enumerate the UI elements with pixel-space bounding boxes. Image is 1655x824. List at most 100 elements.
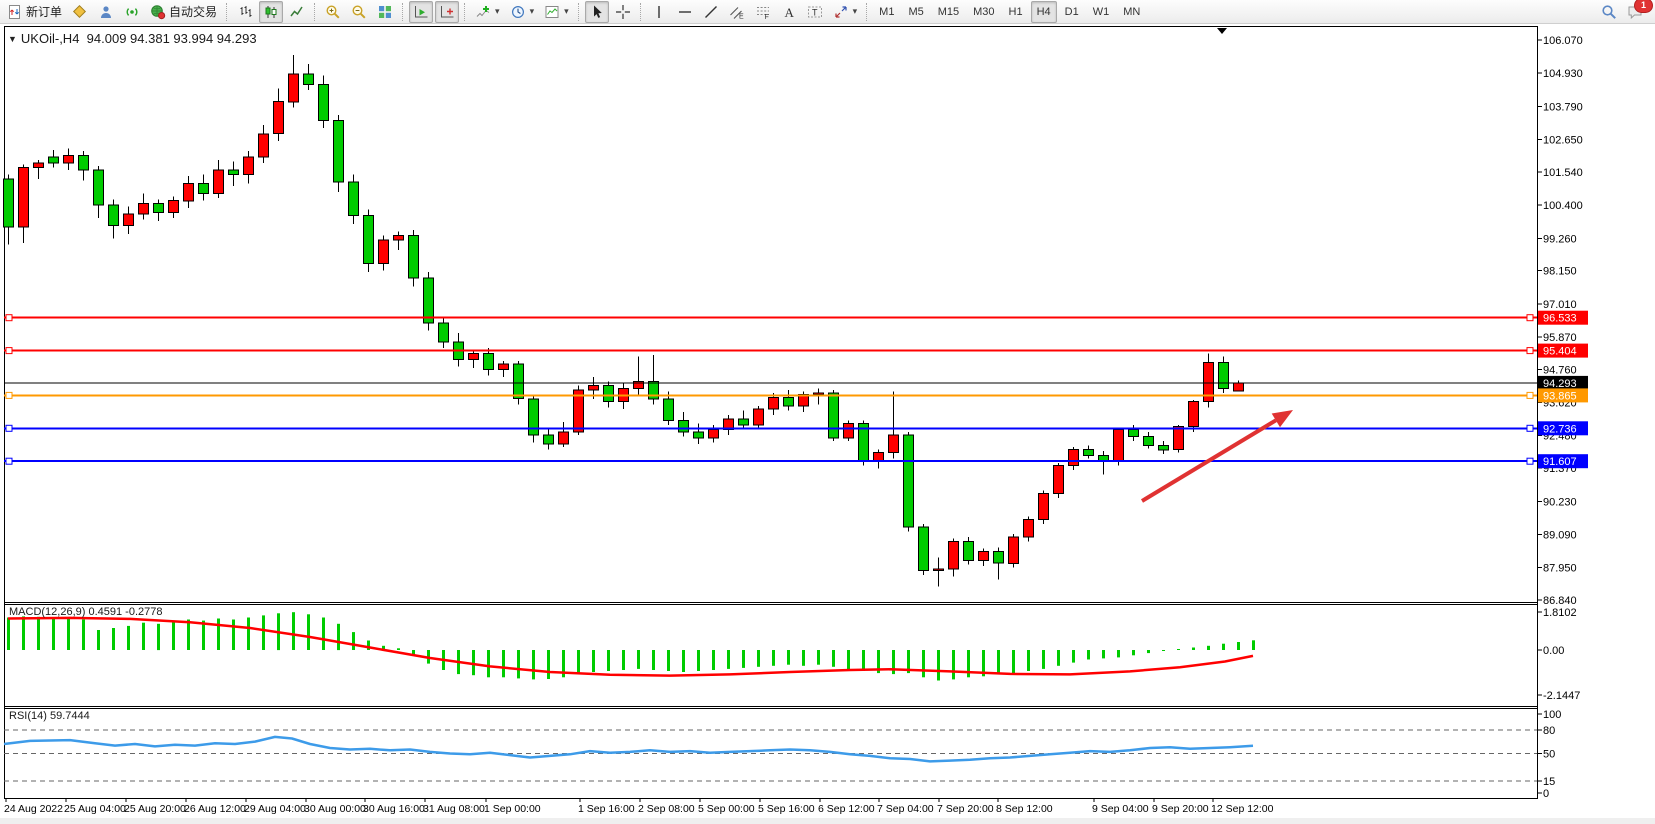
signals-icon	[124, 4, 140, 20]
one-click-trading-icon[interactable]: ▼	[8, 34, 17, 44]
svg-text:95.404: 95.404	[1543, 346, 1577, 358]
search-button[interactable]	[1597, 1, 1621, 23]
svg-text:99.260: 99.260	[1543, 233, 1577, 245]
tf-m1-label: M1	[879, 5, 895, 18]
tf-m5-button[interactable]: M5	[902, 1, 929, 23]
svg-text:87.950: 87.950	[1543, 563, 1577, 575]
tile-windows-button[interactable]	[373, 1, 397, 23]
tf-mn-button[interactable]: MN	[1117, 1, 1146, 23]
svg-text:1 Sep 16:00: 1 Sep 16:00	[578, 803, 635, 815]
svg-text:90.230: 90.230	[1543, 496, 1577, 508]
tf-h4-button[interactable]: H4	[1030, 0, 1057, 23]
toolbar-separator	[226, 2, 228, 21]
tf-m1-button[interactable]: M1	[873, 1, 900, 23]
macd-pane: 1.8102 0.00 -2.1447	[7, 607, 1580, 702]
fibonacci-icon: F	[755, 4, 771, 20]
tf-m5-label: M5	[908, 5, 924, 18]
svg-text:5 Sep 00:00: 5 Sep 00:00	[698, 803, 755, 815]
trendline-button[interactable]	[699, 1, 723, 23]
periods-button[interactable]	[506, 1, 539, 23]
svg-text:100.400: 100.400	[1543, 200, 1583, 212]
profiles-button[interactable]	[94, 1, 118, 23]
templates-icon	[544, 4, 560, 20]
bar-chart-button[interactable]	[233, 1, 257, 23]
candlestick-chart-button[interactable]	[259, 0, 284, 23]
cursor-icon	[589, 4, 605, 20]
candlestick-chart-icon	[263, 4, 279, 20]
new-order-button[interactable]: 新订单	[3, 1, 66, 23]
autotrading-button[interactable]: 自动交易	[146, 1, 221, 23]
text-icon: A	[781, 4, 797, 20]
svg-text:91.607: 91.607	[1543, 456, 1577, 468]
tf-m30-label: M30	[973, 5, 995, 18]
arrows-tool-icon	[833, 4, 849, 20]
tf-h1-button[interactable]: H1	[1003, 1, 1029, 23]
tf-m15-button[interactable]: M15	[932, 1, 965, 23]
svg-text:26 Aug 12:00: 26 Aug 12:00	[184, 803, 246, 815]
macd-indicator-label: MACD(12,26,9) 0.4591 -0.2778	[9, 606, 163, 618]
fibonacci-button[interactable]: F	[751, 1, 775, 23]
svg-text:89.090: 89.090	[1543, 529, 1577, 541]
templates-button[interactable]	[540, 1, 573, 23]
notifications-button[interactable]: 1	[1623, 0, 1653, 23]
svg-text:29 Aug 04:00: 29 Aug 04:00	[244, 803, 306, 815]
auto-scroll-button[interactable]	[409, 0, 434, 23]
tf-h1-label: H1	[1008, 5, 1023, 18]
text-label-button[interactable]: T	[803, 1, 827, 23]
svg-text:95.870: 95.870	[1543, 332, 1577, 344]
svg-text:30 Aug 00:00: 30 Aug 00:00	[304, 803, 366, 815]
svg-text:86.840: 86.840	[1543, 595, 1577, 607]
charts-button[interactable]	[68, 1, 92, 23]
cursor-button[interactable]	[584, 0, 609, 23]
svg-text:25 Aug 04:00: 25 Aug 04:00	[64, 803, 126, 815]
trend-arrow[interactable]	[1140, 410, 1293, 503]
zoom-in-button[interactable]	[321, 1, 345, 23]
svg-text:T: T	[812, 7, 818, 17]
chart-shift-marker[interactable]	[1217, 28, 1227, 34]
svg-text:5 Sep 16:00: 5 Sep 16:00	[758, 803, 815, 815]
horizontal-line-icon	[677, 4, 693, 20]
svg-text:98.150: 98.150	[1543, 266, 1577, 278]
crosshair-icon	[615, 4, 631, 20]
svg-text:93.865: 93.865	[1543, 390, 1577, 402]
zoom-out-button[interactable]	[347, 1, 371, 23]
chart-title: ▼ UKOil-,H4 94.009 94.381 93.994 94.293	[8, 31, 257, 46]
equidistant-channel-button[interactable]: E	[725, 1, 749, 23]
rsi-pane: 100 80 50 150	[3, 709, 1561, 800]
chart-shift-button[interactable]	[435, 0, 460, 23]
indicators-icon	[475, 4, 491, 20]
autotrading-icon	[150, 4, 166, 20]
crosshair-button[interactable]	[611, 1, 635, 23]
svg-text:1.8102: 1.8102	[1543, 607, 1577, 619]
vertical-line-button[interactable]	[647, 1, 671, 23]
horizontal-line-button[interactable]	[673, 1, 697, 23]
svg-text:1 Sep 00:00: 1 Sep 00:00	[484, 803, 541, 815]
tf-m30-button[interactable]: M30	[967, 1, 1000, 23]
svg-text:0.00: 0.00	[1543, 645, 1564, 657]
chart-symbol-period: UKOil-,H4	[20, 31, 80, 46]
line-chart-button[interactable]	[285, 1, 309, 23]
signals-button[interactable]	[120, 1, 144, 23]
svg-text:100: 100	[1543, 709, 1561, 721]
profiles-icon	[98, 4, 114, 20]
svg-text:0: 0	[1543, 788, 1549, 800]
chart-shift-icon	[439, 4, 455, 20]
svg-text:24 Aug 2022: 24 Aug 2022	[4, 803, 63, 815]
tf-d1-label: D1	[1064, 5, 1079, 18]
tf-d1-button[interactable]: D1	[1059, 1, 1085, 23]
indicators-button[interactable]	[471, 1, 504, 23]
arrows-tool-button[interactable]	[829, 1, 862, 23]
text-button[interactable]: A	[777, 1, 801, 23]
svg-text:102.650: 102.650	[1543, 135, 1583, 147]
svg-text:30 Aug 16:00: 30 Aug 16:00	[363, 803, 425, 815]
toolbar-separator	[866, 2, 868, 21]
svg-text:E: E	[739, 13, 744, 20]
svg-text:104.930: 104.930	[1543, 68, 1583, 80]
tf-w1-button[interactable]: W1	[1087, 1, 1116, 23]
svg-text:6 Sep 12:00: 6 Sep 12:00	[818, 803, 875, 815]
tf-h4-label: H4	[1036, 5, 1051, 18]
toolbar-separator	[639, 2, 642, 21]
